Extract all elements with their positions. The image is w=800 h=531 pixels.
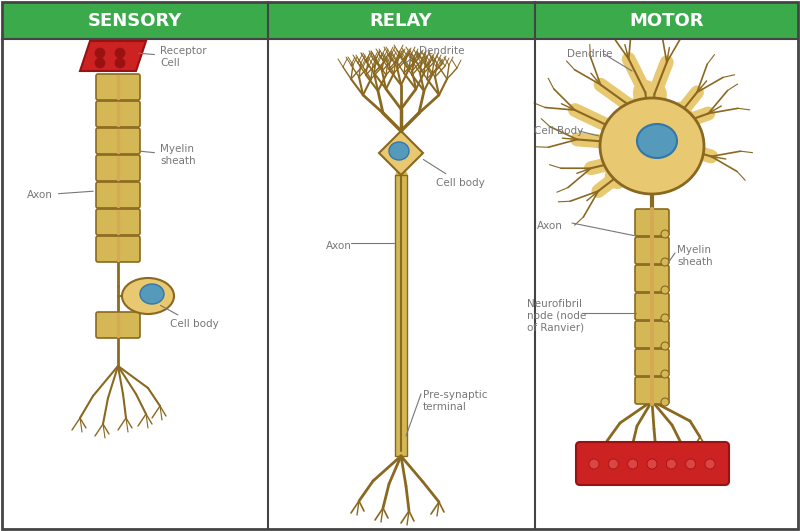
Ellipse shape xyxy=(140,284,164,304)
FancyBboxPatch shape xyxy=(635,209,669,236)
Ellipse shape xyxy=(95,48,105,58)
Ellipse shape xyxy=(628,459,638,469)
Text: Axon: Axon xyxy=(27,190,94,200)
Text: Dendrite: Dendrite xyxy=(419,46,465,56)
Ellipse shape xyxy=(637,124,677,158)
FancyBboxPatch shape xyxy=(96,312,140,338)
FancyBboxPatch shape xyxy=(635,349,669,376)
FancyBboxPatch shape xyxy=(96,128,140,154)
Bar xyxy=(395,175,407,456)
FancyBboxPatch shape xyxy=(96,74,140,100)
FancyBboxPatch shape xyxy=(96,209,140,235)
FancyBboxPatch shape xyxy=(96,101,140,127)
Ellipse shape xyxy=(661,258,669,266)
Ellipse shape xyxy=(95,58,105,68)
FancyBboxPatch shape xyxy=(635,377,669,404)
Text: Myelin
sheath: Myelin sheath xyxy=(677,245,713,267)
FancyBboxPatch shape xyxy=(96,182,140,208)
Text: Axon: Axon xyxy=(326,241,352,251)
Ellipse shape xyxy=(661,286,669,294)
FancyBboxPatch shape xyxy=(635,265,669,292)
Text: Cell Body: Cell Body xyxy=(534,126,583,136)
Ellipse shape xyxy=(686,459,696,469)
Polygon shape xyxy=(379,131,423,175)
Text: Pre-synaptic
terminal: Pre-synaptic terminal xyxy=(423,390,487,412)
Ellipse shape xyxy=(666,459,676,469)
Text: Neurofibril
node (node
of Ranvier): Neurofibril node (node of Ranvier) xyxy=(527,299,586,332)
Ellipse shape xyxy=(661,314,669,322)
Ellipse shape xyxy=(115,58,125,68)
Ellipse shape xyxy=(389,142,409,160)
Ellipse shape xyxy=(661,230,669,238)
FancyBboxPatch shape xyxy=(576,442,729,485)
Ellipse shape xyxy=(589,459,599,469)
Text: MOTOR: MOTOR xyxy=(630,12,704,30)
Bar xyxy=(2,2,798,39)
Ellipse shape xyxy=(661,398,669,406)
Ellipse shape xyxy=(661,370,669,378)
Text: Receptor
Cell: Receptor Cell xyxy=(138,46,206,68)
Ellipse shape xyxy=(647,459,657,469)
Text: Cell body: Cell body xyxy=(423,159,485,188)
Text: Cell body: Cell body xyxy=(161,305,218,329)
Text: SENSORY: SENSORY xyxy=(88,12,182,30)
FancyBboxPatch shape xyxy=(635,321,669,348)
Text: RELAY: RELAY xyxy=(370,12,432,30)
Ellipse shape xyxy=(608,459,618,469)
Ellipse shape xyxy=(705,459,715,469)
Text: Dendrite: Dendrite xyxy=(567,49,613,59)
FancyBboxPatch shape xyxy=(635,237,669,264)
Ellipse shape xyxy=(661,342,669,350)
Polygon shape xyxy=(80,41,146,71)
Text: Myelin
sheath: Myelin sheath xyxy=(141,144,196,166)
Text: Axon: Axon xyxy=(537,221,563,231)
FancyBboxPatch shape xyxy=(635,293,669,320)
Ellipse shape xyxy=(115,48,125,58)
Ellipse shape xyxy=(600,98,704,194)
Ellipse shape xyxy=(122,278,174,314)
FancyBboxPatch shape xyxy=(96,236,140,262)
FancyBboxPatch shape xyxy=(96,155,140,181)
